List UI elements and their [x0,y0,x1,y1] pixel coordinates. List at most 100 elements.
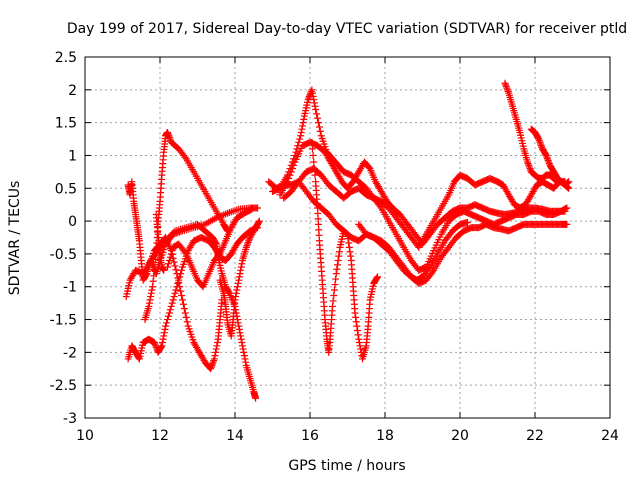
data-point [314,119,322,127]
data-point [242,358,250,366]
data-point [289,165,296,173]
data-point [237,263,245,271]
data-point [315,123,323,131]
data-point [332,275,340,283]
series-track-9 [276,138,569,248]
data-point [290,161,298,169]
data-point [169,296,177,304]
data-point [232,289,240,297]
data-point [164,260,172,268]
data-point [208,361,216,369]
data-point [234,279,242,287]
x-tick-label: 12 [151,428,169,444]
y-tick-label: -2.5 [50,378,77,394]
data-point [145,302,153,310]
data-point [159,335,167,343]
data-point [209,358,217,366]
data-point [179,300,187,308]
y-tick-label: -3 [63,411,77,427]
y-tick-label: 2 [68,83,77,99]
x-tick-label: 16 [301,428,319,444]
data-point [300,115,308,123]
data-point [347,252,355,260]
data-point [166,306,174,314]
data-point [287,168,295,176]
data-point [160,332,168,340]
data-point [247,206,255,214]
data-point [171,262,179,270]
data-point [242,243,250,251]
data-point [357,345,365,353]
data-point [252,394,260,402]
y-axis-label: SDTVAR / TECUs [7,181,23,296]
data-point [240,352,248,360]
data-point [355,339,363,347]
data-point [429,268,436,276]
data-point [150,266,158,274]
data-point [345,243,353,251]
y-tick-label: -0.5 [50,247,77,263]
data-point [180,305,188,313]
data-point [299,119,307,127]
y-tick-label: 0 [68,214,77,230]
data-point [243,242,251,250]
data-point [179,296,186,304]
data-point [181,153,189,161]
data-point [175,278,183,286]
data-point [152,342,160,350]
data-point [504,86,511,94]
data-point [351,309,359,317]
data-point [333,265,341,273]
series-track-14 [527,125,573,189]
data-point [355,335,363,343]
series-track-6 [164,205,256,291]
data-point [244,238,252,246]
data-point [161,325,169,333]
data-point [172,266,180,274]
data-point [501,79,509,87]
data-point [313,110,321,118]
data-point [305,94,313,102]
data-point [308,138,316,146]
data-point [311,171,319,179]
data-point [311,102,319,110]
data-point [163,319,171,327]
data-point [309,89,316,97]
data-point [330,286,338,294]
data-point [164,316,171,324]
data-point [335,248,343,256]
x-tick-label: 20 [451,428,469,444]
data-point [166,253,174,261]
y-tick-label: 1.5 [55,116,77,132]
data-point [330,291,338,299]
data-point [344,230,351,238]
data-point [232,293,240,301]
data-point [285,174,293,182]
data-point [504,87,512,95]
data-point [165,309,173,317]
data-point [159,339,166,347]
data-point [299,122,306,130]
data-point [544,155,551,163]
data-point [565,178,573,186]
data-point [255,218,263,226]
chart-title: Day 199 of 2017, Sidereal Day-to-day VTE… [67,21,627,37]
series-track-4 [141,128,231,324]
data-point [245,235,253,243]
data-point [345,239,353,247]
data-point [346,248,354,256]
data-point [167,250,175,258]
data-point [503,84,511,92]
data-point [167,302,175,310]
data-point [172,286,180,294]
data-point [286,171,294,179]
data-point [237,335,245,343]
data-point [295,138,303,146]
data-point [135,354,143,362]
data-point [307,87,315,95]
data-point [164,312,172,320]
x-tick-label: 18 [376,428,394,444]
data-point [165,256,173,264]
data-point [248,205,256,213]
data-point [157,343,165,351]
